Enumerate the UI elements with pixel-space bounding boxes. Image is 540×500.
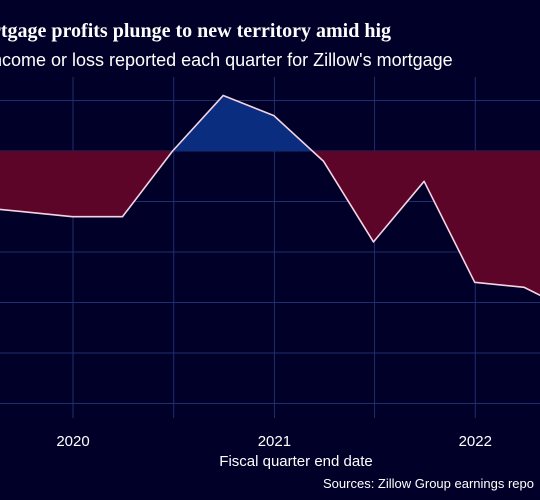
chart-subtitle: ncome or loss reported each quarter for …: [0, 50, 453, 70]
x-tick-label: 2021: [258, 433, 291, 450]
x-tick-label: 2022: [459, 433, 492, 450]
source-note: Sources: Zillow Group earnings repo: [323, 476, 534, 491]
x-tick-label: 2020: [56, 433, 89, 450]
area-fills: [0, 95, 540, 296]
x-axis-title: Fiscal quarter end date: [219, 453, 373, 470]
positive-area: [172, 95, 313, 151]
series-line-path: [0, 94, 540, 297]
series-line: [0, 94, 540, 297]
negative-area: [0, 151, 173, 217]
negative-area: [312, 151, 540, 296]
x-axis-ticks: 2020 2021 2022: [56, 433, 492, 450]
chart-title: ortgage profits plunge to new territory …: [0, 20, 392, 42]
